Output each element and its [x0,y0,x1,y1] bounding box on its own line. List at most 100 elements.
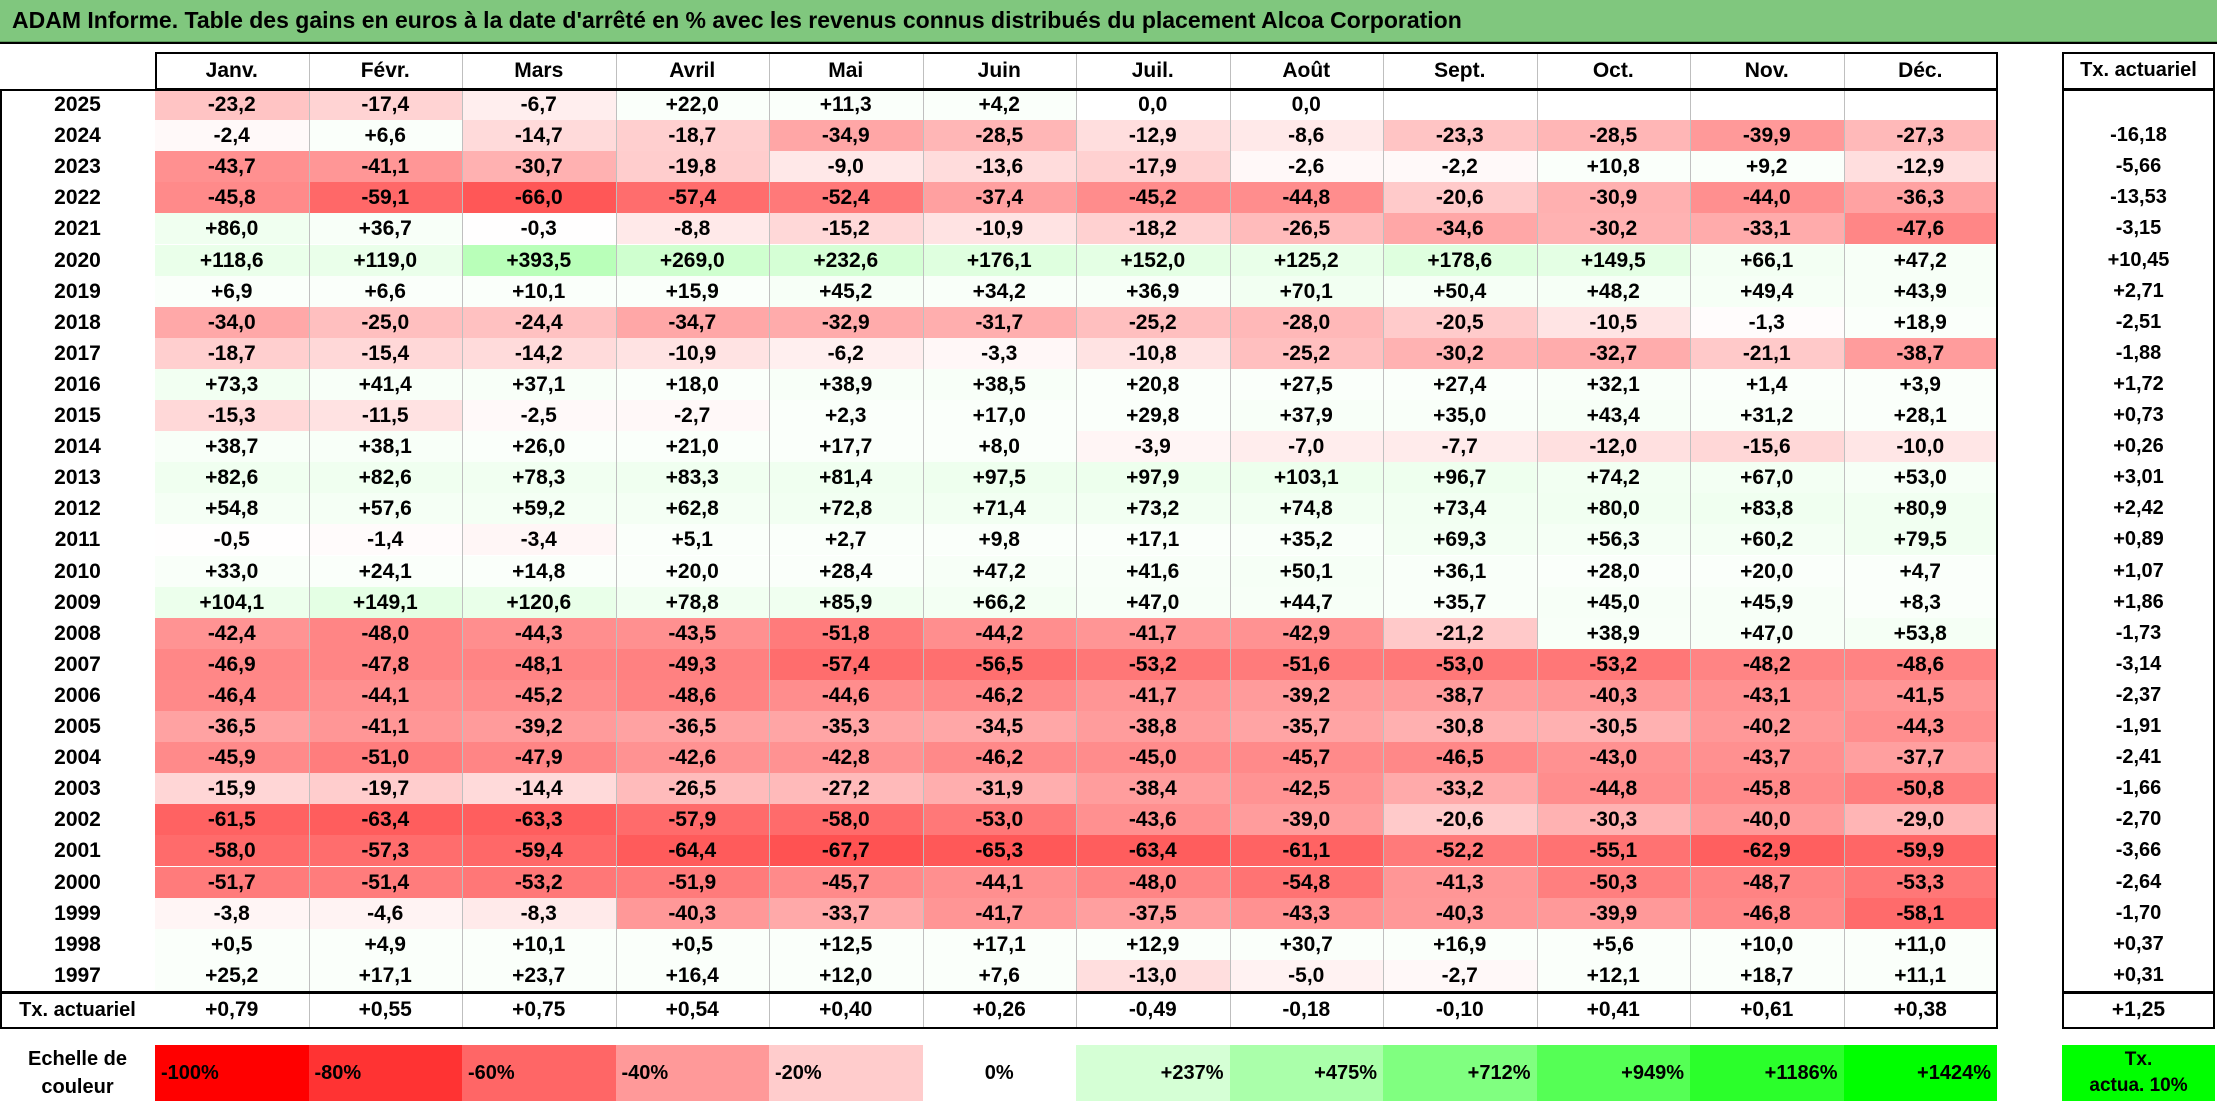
gain-cell: +10,0 [1690,928,1844,960]
gain-cell: +47,0 [1076,586,1230,618]
gain-cell: -27,3 [1843,120,1997,152]
gain-cell: -30,3 [1536,804,1690,836]
gain-cell: -42,4 [155,617,309,649]
gain-cell: -34,0 [155,306,309,338]
gain-cell: -57,4 [769,648,923,680]
year-label: 2008 [54,621,101,645]
gain-cell: +34,2 [922,275,1076,307]
rate-cell: -1,70 [2115,901,2162,924]
gain-cell: +27,4 [1383,368,1537,400]
gain-cell: -18,2 [1076,213,1230,245]
gain-cell: -43,5 [615,617,769,649]
gain-cell: -51,0 [308,742,462,774]
gain-cell: -48,2 [1690,648,1844,680]
gain-cell: -18,7 [155,337,309,369]
gain-cell: +82,6 [155,462,309,494]
year-label: 2009 [54,590,101,614]
gain-cell: +6,6 [308,120,462,152]
gain-cell: -43,7 [1690,742,1844,774]
summary-cell: +0,54 [665,998,719,1021]
year-label: 2021 [54,217,101,241]
gain-cell: -67,7 [769,835,923,867]
gain-cell: +97,5 [922,462,1076,494]
gain-cell: 0,0 [1076,89,1230,121]
rate-cell: -13,53 [2110,186,2167,209]
gain-cell: +32,1 [1536,368,1690,400]
gain-cell: -58,0 [769,804,923,836]
gain-cell: -8,6 [1229,120,1383,152]
summary-cell: +0,38 [1893,998,1947,1021]
scale-label: Echelle de [28,1048,127,1070]
gain-cell: -43,7 [155,151,309,183]
year-label: 2005 [54,715,101,738]
gain-cell: +17,0 [922,400,1076,432]
month-header: Oct. [1592,59,1634,82]
gain-cell: +8,0 [922,431,1076,463]
gain-cell: +176,1 [922,244,1076,276]
year-label: 2012 [54,497,101,521]
gain-cell: -51,9 [615,866,769,898]
gain-cell: -62,9 [1690,835,1844,867]
gain-cell: -48,7 [1690,866,1844,898]
rate-cell: +0,31 [2113,963,2164,986]
gain-cell: -58,1 [1843,897,1997,929]
gain-cell: +28,1 [1843,400,1997,432]
gain-cell: +0,5 [155,928,309,960]
rate-cell: -1,66 [2115,777,2162,800]
gain-cell: -39,9 [1690,120,1844,152]
summary-cell: +0,40 [819,998,873,1021]
gain-cell: -28,5 [1536,120,1690,152]
gain-cell: -25,0 [308,306,462,338]
column-separator [1383,52,1384,1028]
gain-cell: +73,4 [1383,493,1537,525]
gain-cell: -25,2 [1076,306,1230,338]
gain-cell: -53,2 [1076,648,1230,680]
gain-cell: -2,4 [155,120,309,152]
gain-cell: +17,1 [1076,524,1230,556]
rate-cell: -3,15 [2115,217,2162,240]
gain-cell: -53,2 [462,866,616,898]
gain-cell: -35,7 [1229,711,1383,743]
scale-label: couleur [41,1076,114,1098]
gain-cell: +48,2 [1536,275,1690,307]
scale-swatch: -20% [769,1045,923,1101]
gain-cell: -56,5 [922,648,1076,680]
gain-cell: +54,8 [155,493,309,525]
gain-cell: +72,8 [769,493,923,525]
gain-cell: -0,5 [155,524,309,556]
column-separator [462,52,463,1028]
gain-cell: -40,0 [1690,804,1844,836]
gain-cell: -2,7 [615,400,769,432]
gain-cell: -65,3 [922,835,1076,867]
gain-cell: +80,9 [1843,493,1997,525]
gain-cell: -18,7 [615,120,769,152]
scale-swatch: +949% [1536,1045,1690,1101]
gain-cell: -11,5 [308,400,462,432]
gain-cell: -30,7 [462,151,616,183]
gain-cell: +53,0 [1843,462,1997,494]
gain-cell: -9,0 [769,151,923,183]
column-separator [769,52,770,1028]
scale-swatch: +712% [1383,1045,1537,1101]
rate-cell [2062,89,2215,120]
gain-cell: +66,2 [922,586,1076,618]
gain-cell: -37,4 [922,182,1076,214]
gain-cell: -33,7 [769,897,923,929]
gain-cell: +120,6 [462,586,616,618]
gain-cell: -26,5 [1229,213,1383,245]
gain-cell: -59,4 [462,835,616,867]
title-underline [0,42,2217,44]
gain-cell: +50,1 [1229,555,1383,587]
gain-cell: +152,0 [1076,244,1230,276]
gain-cell: -35,3 [769,711,923,743]
gain-cell: -12,9 [1076,120,1230,152]
gain-cell: +17,7 [769,431,923,463]
gain-cell: +36,9 [1076,275,1230,307]
gain-cell: +18,7 [1690,959,1844,991]
gain-cell: +96,7 [1383,462,1537,494]
gain-cell: -28,0 [1229,306,1383,338]
gain-cell: -33,1 [1690,213,1844,245]
year-label: 2017 [54,341,101,365]
gain-cell: -15,3 [155,400,309,432]
gain-cell: +57,6 [308,493,462,525]
